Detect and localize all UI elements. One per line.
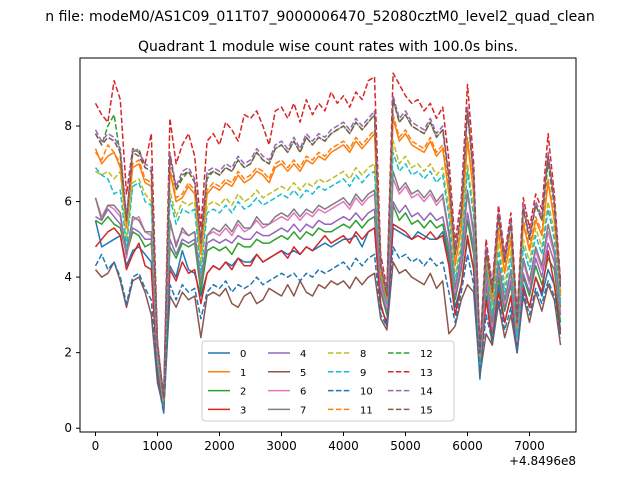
legend-label-5: 5	[300, 368, 306, 379]
plot-frame	[79, 57, 577, 433]
legend-label-15: 15	[420, 405, 433, 416]
legend-label-13: 13	[420, 368, 433, 379]
legend-label-0: 0	[240, 349, 246, 360]
series-line-5	[94, 261, 562, 411]
y-tick-label: 8	[64, 119, 72, 133]
x-tick-label: 4000	[328, 439, 359, 453]
x-tick-label: 0	[92, 439, 100, 453]
y-tick-label: 0	[64, 421, 72, 435]
legend-label-4: 4	[300, 349, 306, 360]
plot-lines	[94, 72, 562, 414]
x-offset-label: +4.8496e8	[509, 454, 576, 468]
series-line-3	[94, 223, 562, 411]
legend-label-10: 10	[360, 387, 373, 398]
x-tick-label: 3000	[266, 439, 297, 453]
legend-label-14: 14	[420, 387, 433, 398]
legend-label-9: 9	[360, 368, 366, 379]
legend-label-8: 8	[360, 349, 366, 360]
legend-label-1: 1	[240, 368, 246, 379]
legend-label-3: 3	[240, 405, 246, 416]
y-tick-label: 6	[64, 195, 72, 209]
legend-label-2: 2	[240, 387, 246, 398]
series-line-15	[94, 98, 562, 399]
x-tick-label: 6000	[452, 439, 483, 453]
legend-label-6: 6	[300, 387, 306, 398]
y-tick-label: 2	[64, 346, 72, 360]
x-tick-label: 7000	[514, 439, 545, 453]
legend-box	[201, 340, 455, 422]
series-line-10	[94, 246, 562, 414]
legend-label-11: 11	[360, 405, 373, 416]
x-tick-label: 1000	[142, 439, 173, 453]
legend-label-12: 12	[420, 349, 433, 360]
figure-suptitle: n file: modeM0/AS1C09_011T07_9000006470_…	[45, 9, 594, 25]
y-tick-label: 4	[64, 270, 72, 284]
x-tick-label: 5000	[390, 439, 421, 453]
chart-title: Quadrant 1 module wise count rates with …	[138, 39, 518, 55]
legend-label-7: 7	[300, 405, 306, 416]
axes: 0 1000 2000 3000 4000 5000 6000 7000 0 2 4 6 8	[64, 119, 544, 453]
x-tick-label: 2000	[204, 439, 235, 453]
